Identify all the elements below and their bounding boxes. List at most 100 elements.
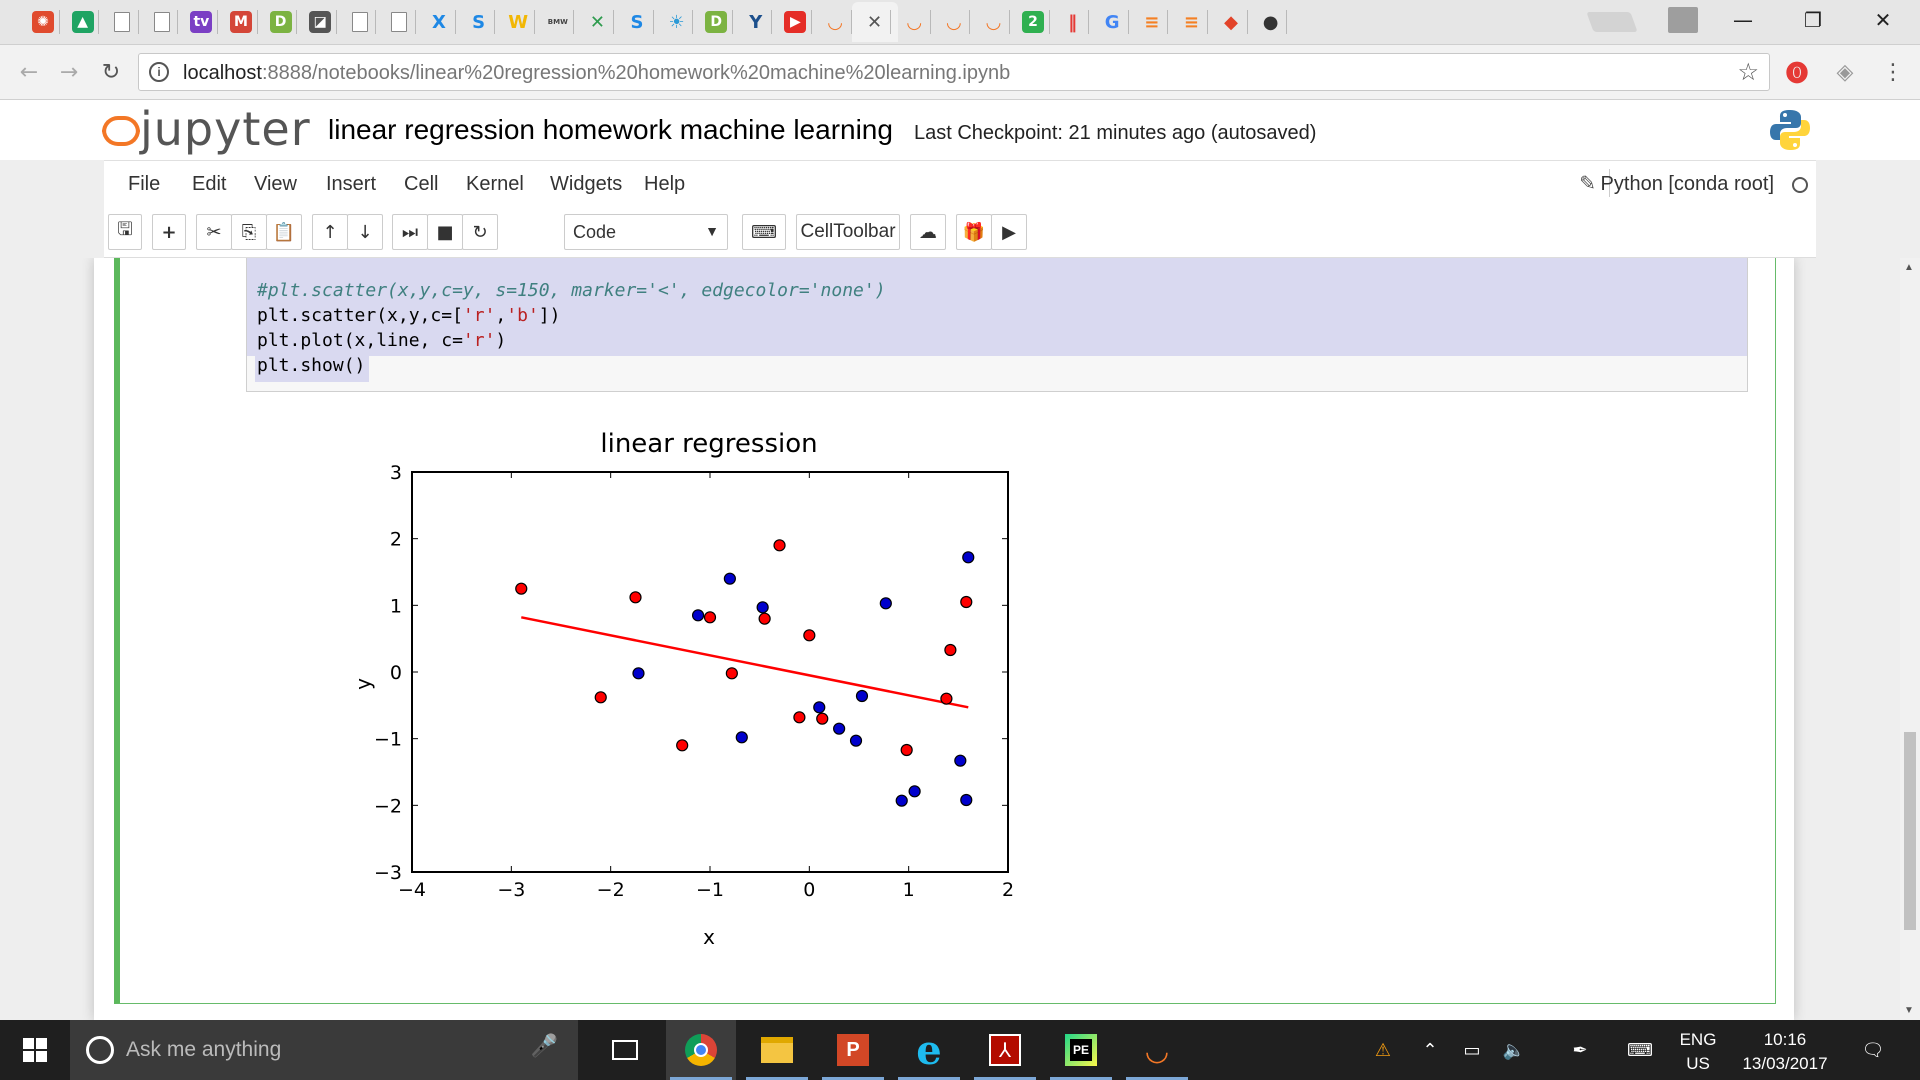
code-editor[interactable]: #plt.scatter(x,y,c=y, s=150, marker='<',… bbox=[246, 258, 1748, 392]
browser-tab[interactable]: Y bbox=[733, 2, 779, 42]
cortana-search-box[interactable]: Ask me anything 🎤 bbox=[70, 1020, 578, 1080]
scroll-down-icon[interactable]: ▼ bbox=[1904, 1005, 1914, 1016]
task-view-icon[interactable] bbox=[590, 1020, 660, 1080]
browser-tab[interactable]: ≡ bbox=[1129, 2, 1175, 42]
copy-icon[interactable]: ⎘ bbox=[231, 214, 267, 250]
browser-tab[interactable]: ✺ bbox=[20, 2, 66, 42]
opera-extension-icon[interactable]: ⓿ bbox=[1785, 62, 1808, 87]
pycharm-icon[interactable]: PE bbox=[1046, 1020, 1116, 1080]
active-tab[interactable]: ✕ bbox=[851, 2, 898, 42]
browser-tab[interactable]: ✕ bbox=[574, 2, 620, 42]
browser-tab[interactable]: D bbox=[258, 2, 304, 42]
dropbox-extension-icon[interactable]: ◈ bbox=[1836, 59, 1854, 85]
interrupt-kernel-icon[interactable]: ■ bbox=[427, 214, 463, 250]
menu-edit[interactable]: Edit bbox=[192, 173, 227, 195]
browser-tab[interactable]: ◡ bbox=[931, 2, 977, 42]
action-center-icon[interactable]: 🗨 bbox=[1861, 1039, 1885, 1061]
browser-tab[interactable]: M bbox=[218, 2, 264, 42]
menu-view[interactable]: View bbox=[254, 173, 297, 195]
browser-tab[interactable]: ◪ bbox=[297, 2, 343, 42]
browser-tab[interactable] bbox=[376, 2, 422, 42]
menu-help[interactable]: Help bbox=[644, 173, 686, 195]
browser-tab[interactable]: G bbox=[1089, 2, 1135, 42]
new-tab-button[interactable] bbox=[1586, 12, 1638, 32]
browser-tab[interactable]: 2 bbox=[1010, 2, 1056, 42]
close-tab-icon[interactable]: ✕ bbox=[867, 11, 883, 33]
chrome-taskbar-icon[interactable] bbox=[666, 1020, 736, 1080]
internet-explorer-icon[interactable]: e bbox=[894, 1020, 964, 1080]
menu-insert[interactable]: Insert bbox=[326, 173, 377, 195]
cut-icon[interactable]: ✂ bbox=[196, 214, 232, 250]
reload-icon[interactable]: ↻ bbox=[101, 59, 121, 85]
move-up-icon[interactable]: ↑ bbox=[312, 214, 348, 250]
menu-file[interactable]: File bbox=[128, 173, 161, 195]
move-down-icon[interactable]: ↓ bbox=[347, 214, 383, 250]
browser-tab[interactable] bbox=[337, 2, 383, 42]
browser-tab[interactable]: ‖ bbox=[1050, 2, 1096, 42]
battery-icon[interactable]: ▭ bbox=[1463, 1039, 1481, 1061]
scrollbar-thumb[interactable] bbox=[1904, 732, 1916, 930]
celltoolbar-button[interactable]: CellToolbar bbox=[796, 214, 900, 250]
menu-cell[interactable]: Cell bbox=[404, 173, 439, 195]
jupyter-logo[interactable]: jupyter bbox=[102, 102, 311, 156]
slideshow-icon[interactable]: ▶ bbox=[991, 214, 1027, 250]
restore-icon[interactable]: ❐ bbox=[1804, 8, 1822, 32]
scroll-up-icon[interactable]: ▲ bbox=[1904, 262, 1914, 273]
restart-kernel-icon[interactable]: ↻ bbox=[462, 214, 498, 250]
volume-icon[interactable]: 🔈 bbox=[1502, 1039, 1526, 1061]
kernel-name[interactable]: Python [conda root] bbox=[1600, 173, 1774, 195]
touch-keyboard-icon[interactable]: ⌨ bbox=[1627, 1039, 1653, 1061]
code-cell[interactable]: #plt.scatter(x,y,c=y, s=150, marker='<',… bbox=[114, 258, 1776, 1004]
browser-tab[interactable]: ◡ bbox=[812, 2, 858, 42]
browser-tab[interactable]: D bbox=[693, 2, 739, 42]
browser-tab[interactable]: ◡ bbox=[891, 2, 937, 42]
language-indicator[interactable]: ENG US bbox=[1679, 1030, 1717, 1073]
system-clock[interactable]: 10:16 13/03/2017 bbox=[1742, 1030, 1828, 1073]
file-explorer-icon[interactable] bbox=[742, 1020, 812, 1080]
browser-tab[interactable]: ▲ bbox=[60, 2, 106, 42]
bookmark-star-icon[interactable]: ☆ bbox=[1737, 59, 1759, 86]
menu-kernel[interactable]: Kernel bbox=[466, 173, 524, 195]
microphone-icon[interactable]: 🎤 bbox=[530, 1034, 558, 1059]
browser-tab[interactable]: W bbox=[495, 2, 541, 42]
paste-icon[interactable]: 📋 bbox=[266, 214, 302, 250]
url-input[interactable]: i localhost:8888/notebooks/linear%20regr… bbox=[138, 53, 1770, 91]
jupyter-taskbar-icon[interactable]: ◡ bbox=[1122, 1020, 1192, 1080]
powerpoint-icon[interactable]: P bbox=[818, 1020, 888, 1080]
insert-cell-icon[interactable]: + bbox=[152, 214, 186, 250]
pen-icon[interactable]: ✒ bbox=[1572, 1039, 1588, 1061]
cloud-upload-icon[interactable]: ☁ bbox=[910, 214, 946, 250]
browser-tab[interactable]: ◡ bbox=[970, 2, 1016, 42]
browser-tab[interactable]: ☀ bbox=[654, 2, 700, 42]
forward-icon[interactable]: → bbox=[59, 59, 79, 85]
show-hidden-icons-icon[interactable]: ⌃ bbox=[1422, 1039, 1438, 1061]
profile-icon[interactable] bbox=[1648, 0, 1718, 40]
menu-widgets[interactable]: Widgets bbox=[550, 173, 623, 195]
page-scrollbar[interactable]: ▲ ▼ bbox=[1900, 258, 1920, 1020]
browser-tab[interactable]: ▶ bbox=[772, 2, 818, 42]
close-window-icon[interactable]: ✕ bbox=[1874, 8, 1892, 32]
notification-app-icon[interactable]: ⚠ bbox=[1374, 1039, 1392, 1061]
minimize-icon[interactable]: — bbox=[1733, 8, 1753, 32]
browser-tab[interactable]: S bbox=[614, 2, 660, 42]
info-icon[interactable]: i bbox=[149, 62, 169, 82]
browser-tab[interactable] bbox=[99, 2, 145, 42]
browser-tab[interactable]: ● bbox=[1248, 2, 1294, 42]
browser-tab[interactable]: BMW bbox=[535, 2, 581, 42]
browser-tab[interactable] bbox=[139, 2, 185, 42]
save-icon[interactable]: 🖫 bbox=[108, 214, 142, 250]
notebook-title[interactable]: linear regression homework machine learn… bbox=[328, 114, 893, 145]
chrome-menu-icon[interactable]: ⋮ bbox=[1882, 59, 1904, 85]
browser-tab[interactable]: S bbox=[456, 2, 502, 42]
start-button[interactable] bbox=[0, 1020, 70, 1080]
run-cell-icon[interactable]: ⏭ bbox=[392, 214, 428, 250]
command-palette-keyboard-icon[interactable]: ⌨ bbox=[742, 214, 786, 250]
gift-icon[interactable]: 🎁 bbox=[956, 214, 992, 250]
browser-tab[interactable]: ◆ bbox=[1208, 2, 1254, 42]
browser-tab[interactable]: ≡ bbox=[1168, 2, 1214, 42]
browser-tab[interactable]: tv bbox=[178, 2, 224, 42]
acrobat-icon[interactable]: ⅄ bbox=[970, 1020, 1040, 1080]
browser-tab[interactable]: X bbox=[416, 2, 462, 42]
cell-type-select[interactable]: Code ▼ bbox=[564, 214, 728, 250]
back-icon[interactable]: ← bbox=[19, 59, 39, 85]
